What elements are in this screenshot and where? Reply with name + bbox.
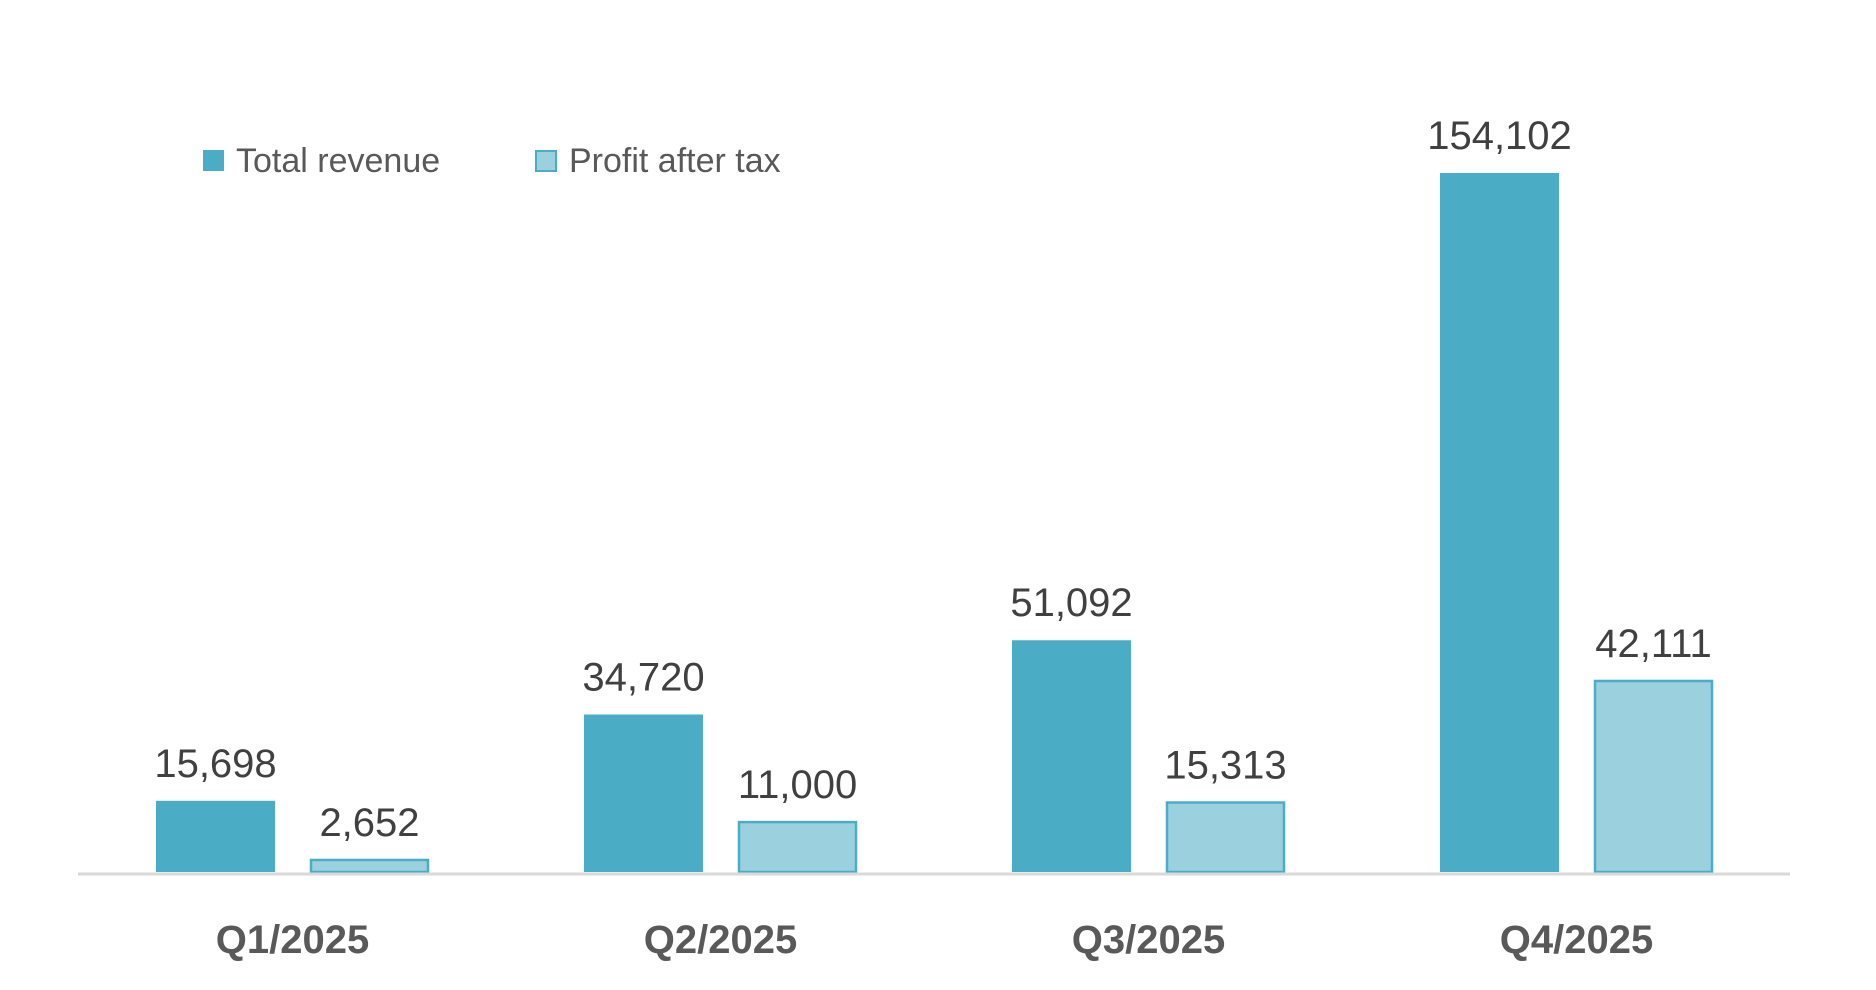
bar-profit-after-tax <box>737 820 858 874</box>
bar-total-revenue <box>584 714 703 872</box>
legend-swatch-total-revenue <box>203 150 224 171</box>
x-tick-label: Q2/2025 <box>644 918 797 962</box>
bar-total-revenue <box>1440 173 1559 872</box>
data-label-total-revenue: 15,698 <box>154 742 276 786</box>
data-label-total-revenue: 51,092 <box>1010 581 1132 625</box>
bar-profit-after-tax <box>1593 679 1714 874</box>
x-tick-label: Q3/2025 <box>1072 918 1225 962</box>
bar-profit-after-tax <box>1165 801 1286 874</box>
bar-total-revenue <box>1012 640 1131 872</box>
x-tick-label: Q1/2025 <box>216 918 369 962</box>
data-label-total-revenue: 154,102 <box>1427 114 1572 158</box>
legend: Total revenue Profit after tax <box>203 142 781 180</box>
bar-profit-after-tax <box>309 858 430 874</box>
legend-label-total-revenue: Total revenue <box>236 142 440 180</box>
legend-label-profit-after-tax: Profit after tax <box>569 142 781 180</box>
legend-swatch-profit-after-tax <box>535 150 557 172</box>
data-label-profit-after-tax: 15,313 <box>1164 744 1286 788</box>
data-label-profit-after-tax: 11,000 <box>738 763 857 807</box>
data-label-profit-after-tax: 2,652 <box>319 801 419 845</box>
data-label-profit-after-tax: 42,111 <box>1595 622 1711 666</box>
data-label-total-revenue: 34,720 <box>582 656 704 700</box>
x-tick-label: Q4/2025 <box>1500 918 1653 962</box>
bar-total-revenue <box>156 800 275 872</box>
